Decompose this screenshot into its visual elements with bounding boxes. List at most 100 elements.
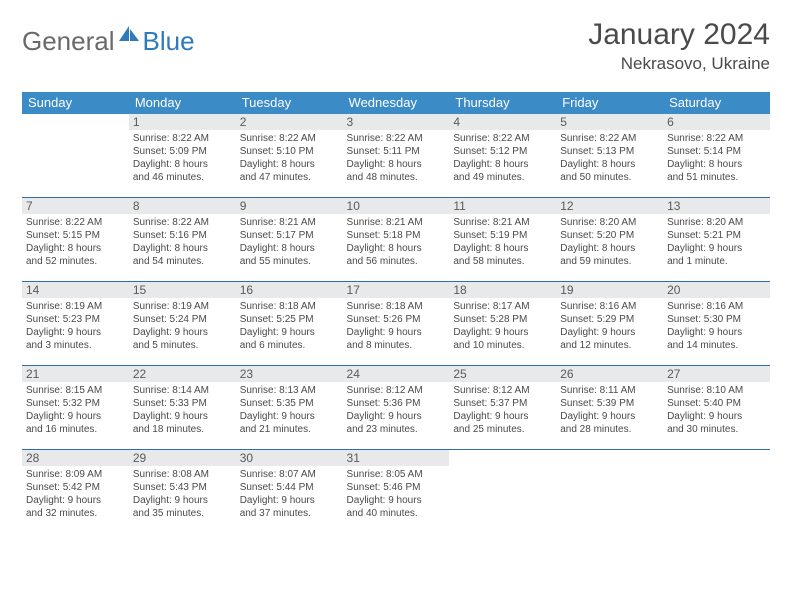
day-info-line: Daylight: 8 hours (26, 242, 125, 255)
day-info-line: Daylight: 8 hours (240, 158, 339, 171)
day-info-line: Sunrise: 8:16 AM (560, 300, 659, 313)
day-info-line: Sunset: 5:37 PM (453, 397, 552, 410)
day-info-line: Daylight: 8 hours (453, 242, 552, 255)
day-info: Sunrise: 8:22 AMSunset: 5:09 PMDaylight:… (133, 132, 232, 184)
day-info-line: and 59 minutes. (560, 255, 659, 268)
logo: General Blue (22, 18, 195, 57)
day-info-line: Sunset: 5:13 PM (560, 145, 659, 158)
day-info-line: and 6 minutes. (240, 339, 339, 352)
calendar-cell: 16Sunrise: 8:18 AMSunset: 5:25 PMDayligh… (236, 282, 343, 366)
day-info-line: Sunrise: 8:22 AM (133, 216, 232, 229)
day-info-line: Daylight: 9 hours (667, 242, 766, 255)
day-info: Sunrise: 8:22 AMSunset: 5:16 PMDaylight:… (133, 216, 232, 268)
day-info-line: and 8 minutes. (347, 339, 446, 352)
day-info-line: Sunset: 5:39 PM (560, 397, 659, 410)
day-number: 4 (449, 114, 556, 130)
calendar-cell: 15Sunrise: 8:19 AMSunset: 5:24 PMDayligh… (129, 282, 236, 366)
day-info-line: Sunset: 5:46 PM (347, 481, 446, 494)
calendar-cell: 21Sunrise: 8:15 AMSunset: 5:32 PMDayligh… (22, 366, 129, 450)
calendar-cell: 4Sunrise: 8:22 AMSunset: 5:12 PMDaylight… (449, 114, 556, 198)
day-info-line: and 23 minutes. (347, 423, 446, 436)
day-info-line: Sunrise: 8:11 AM (560, 384, 659, 397)
day-number: 30 (236, 450, 343, 466)
day-info-line: Daylight: 9 hours (240, 326, 339, 339)
day-info-line: Sunrise: 8:18 AM (347, 300, 446, 313)
day-info-line: Sunrise: 8:21 AM (240, 216, 339, 229)
calendar-cell: 14Sunrise: 8:19 AMSunset: 5:23 PMDayligh… (22, 282, 129, 366)
day-number: 10 (343, 198, 450, 214)
day-info-line: Sunrise: 8:22 AM (667, 132, 766, 145)
calendar-cell: 26 Sunrise: 8:11 AMSunset: 5:39 PMDayligh… (556, 366, 663, 450)
day-info: Sunrise: 8:22 AMSunset: 5:11 PMDaylight:… (347, 132, 446, 184)
day-info-line: Sunrise: 8:09 AM (26, 468, 125, 481)
day-info-line: Daylight: 9 hours (133, 494, 232, 507)
day-info-line: Sunrise: 8:16 AM (667, 300, 766, 313)
day-info-line: and 1 minute. (667, 255, 766, 268)
day-info-line: Sunrise: 8:20 AM (560, 216, 659, 229)
day-number: 23 (236, 366, 343, 382)
calendar-cell: 19Sunrise: 8:16 AMSunset: 5:29 PMDayligh… (556, 282, 663, 366)
day-info: Sunrise: 8:05 AMSunset: 5:46 PMDaylight:… (347, 468, 446, 520)
day-info-line: Daylight: 8 hours (347, 158, 446, 171)
calendar-cell: 23Sunrise: 8:13 AMSunset: 5:35 PMDayligh… (236, 366, 343, 450)
logo-sail-icon (119, 26, 141, 47)
day-info-line: and 10 minutes. (453, 339, 552, 352)
calendar-cell: 28 Sunrise: 8:09 AMSunset: 5:42 PMDayligh… (22, 450, 129, 534)
calendar-row: 1Sunrise: 8:22 AMSunset: 5:09 PMDaylight… (22, 114, 770, 198)
day-info-line: Daylight: 8 hours (347, 242, 446, 255)
day-info-line: Sunset: 5:15 PM (26, 229, 125, 242)
calendar-cell: 17Sunrise: 8:18 AMSunset: 5:26 PMDayligh… (343, 282, 450, 366)
day-info-line: Sunrise: 8:19 AM (26, 300, 125, 313)
day-info: Sunrise: 8:20 AMSunset: 5:20 PMDaylight:… (560, 216, 659, 268)
day-info-line: Daylight: 8 hours (133, 242, 232, 255)
calendar-row: 28 Sunrise: 8:09 AMSunset: 5:42 PMDayligh… (22, 450, 770, 534)
day-info-line: Daylight: 9 hours (133, 326, 232, 339)
day-info-line: and 5 minutes. (133, 339, 232, 352)
calendar-cell: 29Sunrise: 8:08 AMSunset: 5:43 PMDayligh… (129, 450, 236, 534)
day-info-line: Sunrise: 8:17 AM (453, 300, 552, 313)
day-info: Sunrise: 8:17 AMSunset: 5:28 PMDaylight:… (453, 300, 552, 352)
day-info-line: Sunrise: 8:07 AM (240, 468, 339, 481)
day-number: 5 (556, 114, 663, 130)
day-info-line: Daylight: 9 hours (26, 326, 125, 339)
day-info-line: Sunset: 5:16 PM (133, 229, 232, 242)
day-info-line: Sunset: 5:44 PM (240, 481, 339, 494)
day-info-line: and 35 minutes. (133, 507, 232, 520)
calendar-cell: 1Sunrise: 8:22 AMSunset: 5:09 PMDaylight… (129, 114, 236, 198)
day-info-line: Sunrise: 8:13 AM (240, 384, 339, 397)
day-info-line: and 58 minutes. (453, 255, 552, 268)
day-info-line: Sunset: 5:28 PM (453, 313, 552, 326)
day-info-line: and 25 minutes. (453, 423, 552, 436)
day-info-line: Sunrise: 8:05 AM (347, 468, 446, 481)
calendar-cell: 3Sunrise: 8:22 AMSunset: 5:11 PMDaylight… (343, 114, 450, 198)
day-number: 26 (556, 366, 663, 382)
day-info-line: Daylight: 9 hours (347, 494, 446, 507)
day-number: 28 (22, 450, 129, 466)
col-tuesday: Tuesday (236, 92, 343, 114)
calendar-table: Sunday Monday Tuesday Wednesday Thursday… (22, 92, 770, 534)
day-info-line: Daylight: 9 hours (133, 410, 232, 423)
day-info-line: Sunrise: 8:22 AM (453, 132, 552, 145)
day-info-line: Daylight: 9 hours (347, 326, 446, 339)
day-number: 9 (236, 198, 343, 214)
logo-text-general: General (22, 26, 115, 57)
calendar-cell: 18 Sunrise: 8:17 AMSunset: 5:28 PMDayligh… (449, 282, 556, 366)
day-info: Sunrise: 8:11 AMSunset: 5:39 PMDaylight:… (560, 384, 659, 436)
day-info: Sunrise: 8:09 AMSunset: 5:42 PMDaylight:… (26, 468, 125, 520)
day-number: 18 (449, 282, 556, 298)
calendar-cell: 5Sunrise: 8:22 AMSunset: 5:13 PMDaylight… (556, 114, 663, 198)
calendar-cell (449, 450, 556, 534)
day-info: Sunrise: 8:20 AMSunset: 5:21 PMDaylight:… (667, 216, 766, 268)
calendar-cell (22, 114, 129, 198)
day-info-line: Daylight: 8 hours (560, 158, 659, 171)
day-info: Sunrise: 8:15 AMSunset: 5:32 PMDaylight:… (26, 384, 125, 436)
day-info-line: Daylight: 8 hours (667, 158, 766, 171)
day-info-line: Sunrise: 8:22 AM (133, 132, 232, 145)
day-info-line: Sunrise: 8:10 AM (667, 384, 766, 397)
header-row: Sunday Monday Tuesday Wednesday Thursday… (22, 92, 770, 114)
day-number: 31 (343, 450, 450, 466)
day-info: Sunrise: 8:19 AMSunset: 5:23 PMDaylight:… (26, 300, 125, 352)
day-number: 19 (556, 282, 663, 298)
month-title: January 2024 (588, 18, 770, 52)
calendar-cell: 24Sunrise: 8:12 AMSunset: 5:36 PMDayligh… (343, 366, 450, 450)
